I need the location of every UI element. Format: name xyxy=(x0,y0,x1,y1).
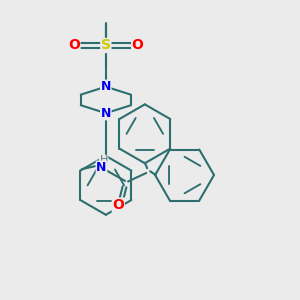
Text: O: O xyxy=(132,38,144,52)
Text: N: N xyxy=(100,80,111,93)
Text: N: N xyxy=(100,107,111,120)
Text: H: H xyxy=(99,155,108,165)
Text: O: O xyxy=(112,198,124,212)
Text: S: S xyxy=(101,38,111,52)
Text: N: N xyxy=(96,161,107,174)
Text: O: O xyxy=(68,38,80,52)
